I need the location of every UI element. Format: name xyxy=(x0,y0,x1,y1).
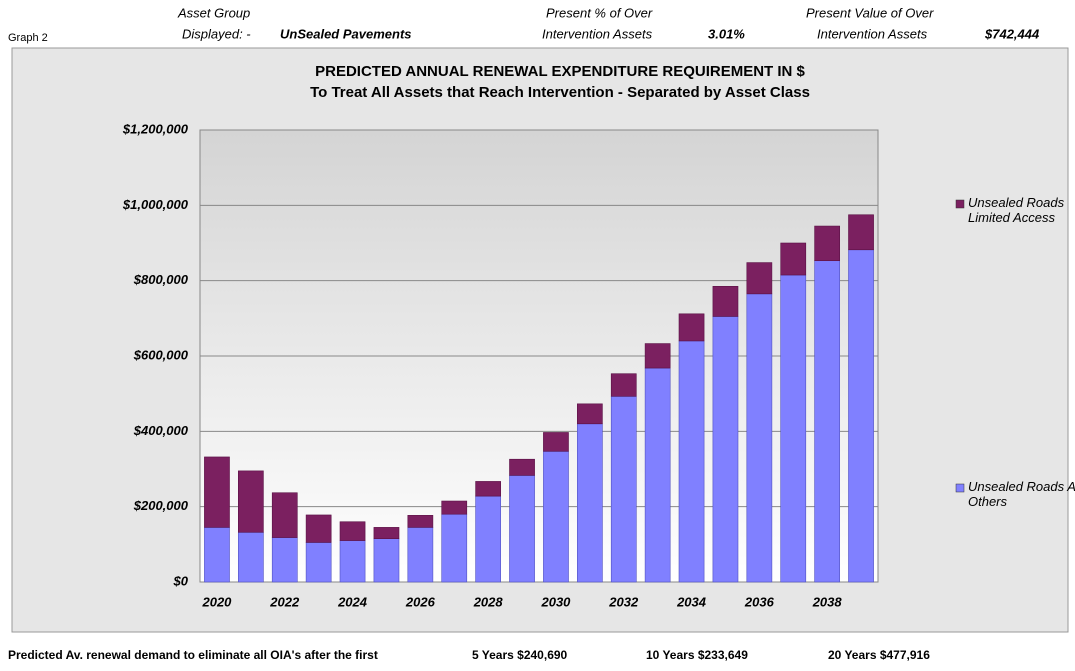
bar-segment xyxy=(543,450,569,583)
bar-segment xyxy=(780,274,807,583)
x-tick-label: 2038 xyxy=(812,594,843,609)
y-tick-label: $200,000 xyxy=(133,498,189,513)
bar-segment xyxy=(848,214,874,251)
bar-segment xyxy=(509,475,535,583)
bar-segment xyxy=(644,343,671,369)
y-tick-label: $600,000 xyxy=(133,347,189,362)
bar-segment xyxy=(407,515,434,528)
bar-segment xyxy=(407,527,434,583)
y-tick-label: $1,200,000 xyxy=(122,121,189,136)
bar-segment xyxy=(475,495,501,583)
y-tick-label: $0 xyxy=(173,573,189,588)
bar-segment xyxy=(746,293,773,583)
value-label: Intervention Assets xyxy=(817,26,928,41)
y-tick-label: $400,000 xyxy=(133,423,189,438)
bar-segment xyxy=(780,242,807,276)
bar-segment xyxy=(814,225,840,262)
asset-group-label: Displayed: - xyxy=(182,26,251,41)
bar-segment xyxy=(678,313,705,342)
bar-segment xyxy=(441,513,468,583)
x-tick-label: 2032 xyxy=(608,594,639,609)
bar-segment xyxy=(339,521,366,541)
x-tick-label: 2024 xyxy=(337,594,368,609)
legend-entry: Unsealed Roads Limited Access xyxy=(968,195,1065,225)
footer-intro: Predicted Av. renewal demand to eliminat… xyxy=(8,648,378,662)
legend-label: Unsealed Roads All Others xyxy=(968,479,1075,509)
bar-segment xyxy=(712,316,739,583)
bar-segment xyxy=(305,542,332,583)
chart-title: PREDICTED ANNUAL RENEWAL EXPENDITURE REQ… xyxy=(315,63,805,80)
bar-segment xyxy=(238,531,264,583)
bar-segment xyxy=(746,262,773,295)
graph-label: Graph 2 xyxy=(8,32,48,44)
bar-segment xyxy=(610,373,637,397)
asset-group-value: UnSealed Pavements xyxy=(280,26,412,41)
legend-swatch xyxy=(955,199,965,209)
bar-segment xyxy=(271,492,298,538)
legend-swatch xyxy=(955,483,965,493)
bar-segment xyxy=(712,286,739,317)
footer-item: 10 Years $233,649 xyxy=(646,648,748,662)
bar-segment xyxy=(204,456,230,528)
bar-segment xyxy=(238,470,264,533)
bar-segment xyxy=(577,403,603,425)
percent-value: 3.01% xyxy=(708,26,745,41)
legend-label: Unsealed Roads Limited Access xyxy=(968,195,1065,225)
legend-entry: Unsealed Roads All Others xyxy=(968,479,1075,509)
x-tick-label: 2028 xyxy=(473,594,504,609)
x-tick-label: 2030 xyxy=(540,594,571,609)
bar-segment xyxy=(373,527,400,539)
y-tick-label: $800,000 xyxy=(133,272,189,287)
bar-segment xyxy=(271,537,298,583)
bar-segment xyxy=(204,527,230,583)
value-label: Present Value of Over xyxy=(806,5,934,20)
footer-item: 20 Years $477,916 xyxy=(828,648,930,662)
bar-segment xyxy=(373,538,400,583)
bar-segment xyxy=(509,458,535,476)
bar-segment xyxy=(305,514,332,543)
x-tick-label: 2034 xyxy=(676,594,707,609)
bar-segment xyxy=(848,249,874,583)
bar-segment xyxy=(543,432,569,452)
x-tick-label: 2020 xyxy=(201,594,232,609)
percent-label: Intervention Assets xyxy=(542,26,653,41)
x-tick-label: 2026 xyxy=(405,594,436,609)
percent-label: Present % of Over xyxy=(546,5,653,20)
bar-segment xyxy=(678,340,705,583)
value-value: $742,444 xyxy=(984,26,1040,41)
y-tick-label: $1,000,000 xyxy=(122,197,189,212)
bar-segment xyxy=(577,423,603,583)
bar-segment xyxy=(610,396,637,583)
chart-subtitle: To Treat All Assets that Reach Intervent… xyxy=(310,84,810,101)
bar-segment xyxy=(475,481,501,497)
bar-segment xyxy=(441,500,468,515)
asset-group-label: Asset Group xyxy=(177,5,250,20)
bar-segment xyxy=(339,540,366,583)
bar-segment xyxy=(644,367,671,583)
x-tick-label: 2036 xyxy=(744,594,775,609)
x-tick-label: 2022 xyxy=(269,594,300,609)
footer-item: 5 Years $240,690 xyxy=(472,648,568,662)
bar-segment xyxy=(814,260,840,583)
